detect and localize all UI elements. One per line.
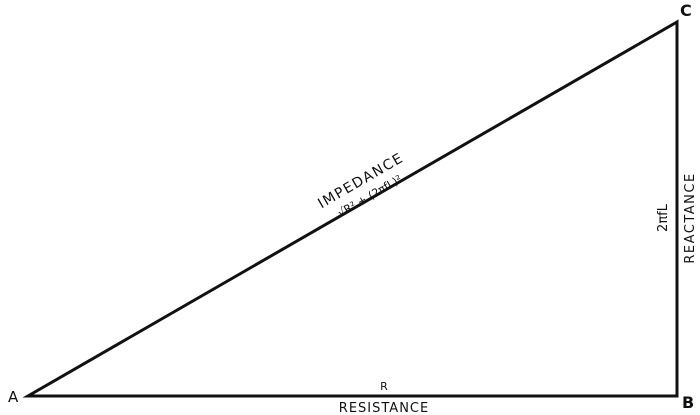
vertex-b-label: B xyxy=(682,393,694,412)
resistance-symbol: R xyxy=(380,380,388,393)
reactance-symbol: 2πfL xyxy=(656,203,671,232)
vertex-a-label: A xyxy=(8,388,19,406)
resistance-label: RESISTANCE xyxy=(339,401,429,415)
triangle xyxy=(22,19,679,398)
reactance-label: REACTANCE xyxy=(683,172,698,263)
vertex-c-label: C xyxy=(680,1,692,20)
